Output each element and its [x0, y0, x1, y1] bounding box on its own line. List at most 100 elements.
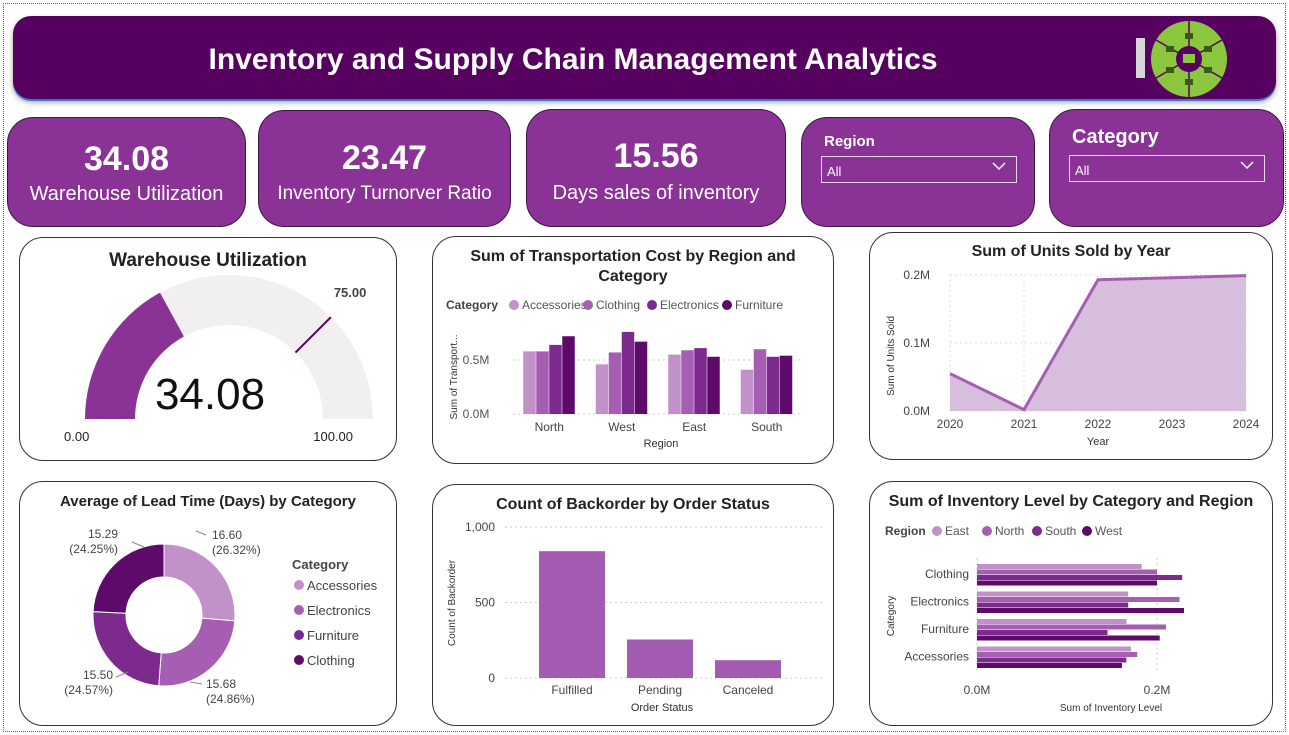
bar [668, 354, 681, 414]
y-tick-label: 1,000 [465, 520, 495, 534]
units-x-axis-label: Year [1087, 436, 1110, 448]
units-area [950, 275, 1246, 411]
data-label-value: 16.60 [212, 528, 242, 542]
donut-slice [92, 543, 165, 614]
transport-title-line1: Sum of Transportation Cost by Region and [470, 248, 796, 265]
units-sold-card[interactable]: Sum of Units Sold by Year 0.0M 0.1M 0.2M 20… [869, 232, 1273, 460]
region-dropdown[interactable]: All [821, 156, 1017, 183]
x-tick-label: 0.0M [964, 683, 991, 697]
page-title: Inventory and Supply Chain Management An… [208, 43, 938, 76]
legend-marker [294, 630, 304, 640]
backorder-card[interactable]: Count of Backorder by Order Status 0 500 1… [432, 484, 834, 726]
transport-y-tick: 0.5M [463, 353, 490, 367]
legend-label: Electronics [307, 603, 371, 618]
lead-time-card[interactable]: Average of Lead Time (Days) by Category … [19, 481, 397, 726]
x-tick-label: 2024 [1233, 417, 1260, 431]
units-line [949, 274, 1247, 412]
region-slicer[interactable]: Region All [801, 117, 1035, 227]
x-tick-label: Pending [638, 683, 682, 697]
x-tick-label: 2023 [1159, 417, 1186, 431]
legend-marker [1032, 526, 1042, 536]
gauge-min-label: 0.00 [64, 429, 89, 444]
gauge-target-label: 75.00 [334, 285, 367, 300]
bar [608, 352, 622, 414]
kpi-warehouse-utilization: 34.08 Warehouse Utilization [7, 117, 246, 227]
bar [977, 575, 1183, 580]
inventory-chart: Region East North South West 0.0M 0.2M Cloth… [885, 524, 1184, 714]
bar [681, 350, 694, 414]
bar [977, 580, 1157, 586]
x-tick-label: East [682, 420, 707, 434]
bar [523, 351, 536, 414]
gauge-card[interactable]: Warehouse Utilization 75.00 34.08 0.00 1… [19, 237, 397, 461]
kpi-label: Days sales of inventory [552, 182, 760, 204]
gauge-target-marker [294, 316, 332, 354]
bar [977, 608, 1184, 613]
x-tick-label: South [751, 420, 782, 434]
data-label-percent: (24.57%) [64, 683, 113, 697]
category-dropdown-value: All [1075, 163, 1090, 178]
kpi-label: Warehouse Utilization [29, 183, 224, 205]
transport-cost-card[interactable]: Sum of Transportation Cost by Region and… [432, 236, 834, 464]
logo-divider [1136, 38, 1145, 78]
supply-chain-wheel-icon [1151, 21, 1227, 97]
x-tick-label: Canceled [723, 683, 774, 697]
lead-time-legend-title: Category [292, 557, 349, 572]
legend-label: Furniture [307, 628, 359, 643]
data-label-value: 15.50 [83, 668, 113, 682]
data-label-value: 15.29 [88, 527, 118, 541]
kpi-inventory-turnover: 23.47 Inventory Turnorver Ratio [258, 110, 511, 227]
gauge-value-arc [85, 292, 184, 419]
gauge-title: Warehouse Utilization [109, 250, 307, 271]
y-tick-label: Furniture [921, 622, 969, 636]
backorder-chart: 0 500 1,000 Fulfilled Pending Canceled Count… [447, 520, 825, 714]
leader-line [131, 541, 145, 548]
x-tick-label: 2022 [1085, 417, 1112, 431]
bar [753, 349, 767, 414]
inventory-y-axis-label: Category [886, 596, 897, 637]
dashboard-frame [3, 3, 1286, 732]
category-dropdown[interactable]: All [1069, 155, 1265, 182]
y-tick-label: Electronics [910, 595, 969, 609]
backorder-y-axis-label: Count of Backorder [447, 559, 458, 646]
bar [621, 331, 635, 414]
lead-time-title: Average of Lead Time (Days) by Category [60, 493, 356, 510]
units-title: Sum of Units Sold by Year [971, 243, 1171, 260]
gauge-chart: 75.00 34.08 0.00 100.00 [64, 275, 373, 444]
kpi-value: 15.56 [613, 137, 699, 175]
legend-label: Accessories [307, 578, 378, 593]
bar [977, 602, 1129, 608]
bar [977, 657, 1127, 663]
header-banner: Inventory and Supply Chain Management An… [13, 16, 1276, 99]
bar [595, 364, 609, 414]
legend-marker [647, 300, 657, 310]
transport-x-axis-label: Region [644, 438, 679, 450]
backorder-title: Count of Backorder by Order Status [496, 496, 770, 513]
legend-label: West [1095, 524, 1123, 538]
inventory-level-card[interactable]: Sum of Inventory Level by Category and R… [869, 481, 1273, 726]
legend-label: North [995, 524, 1024, 538]
legend-marker [294, 605, 304, 615]
legend-marker [982, 526, 992, 536]
legend-label: Furniture [735, 298, 783, 312]
legend-marker [1082, 526, 1092, 536]
category-slicer[interactable]: Category All [1049, 109, 1284, 227]
category-slicer-title: Category [1072, 126, 1159, 148]
kpi-value: 23.47 [341, 139, 428, 177]
y-tick-label: Accessories [904, 650, 969, 664]
bar [779, 355, 793, 414]
gauge-max-label: 100.00 [313, 429, 353, 444]
inventory-title: Sum of Inventory Level by Category and R… [888, 493, 1254, 510]
leader-line [195, 530, 207, 536]
legend-marker [294, 655, 304, 665]
bar [977, 569, 1157, 575]
bar [977, 591, 1129, 597]
region-slicer-title: Region [824, 133, 875, 150]
leader-line [189, 681, 203, 685]
data-label-percent: (24.86%) [206, 692, 255, 706]
inventory-legend-title: Region [885, 524, 926, 538]
y-tick-label: 0.0M [903, 404, 930, 418]
bar [977, 564, 1142, 569]
bar [707, 356, 720, 414]
donut-slice [158, 617, 236, 687]
